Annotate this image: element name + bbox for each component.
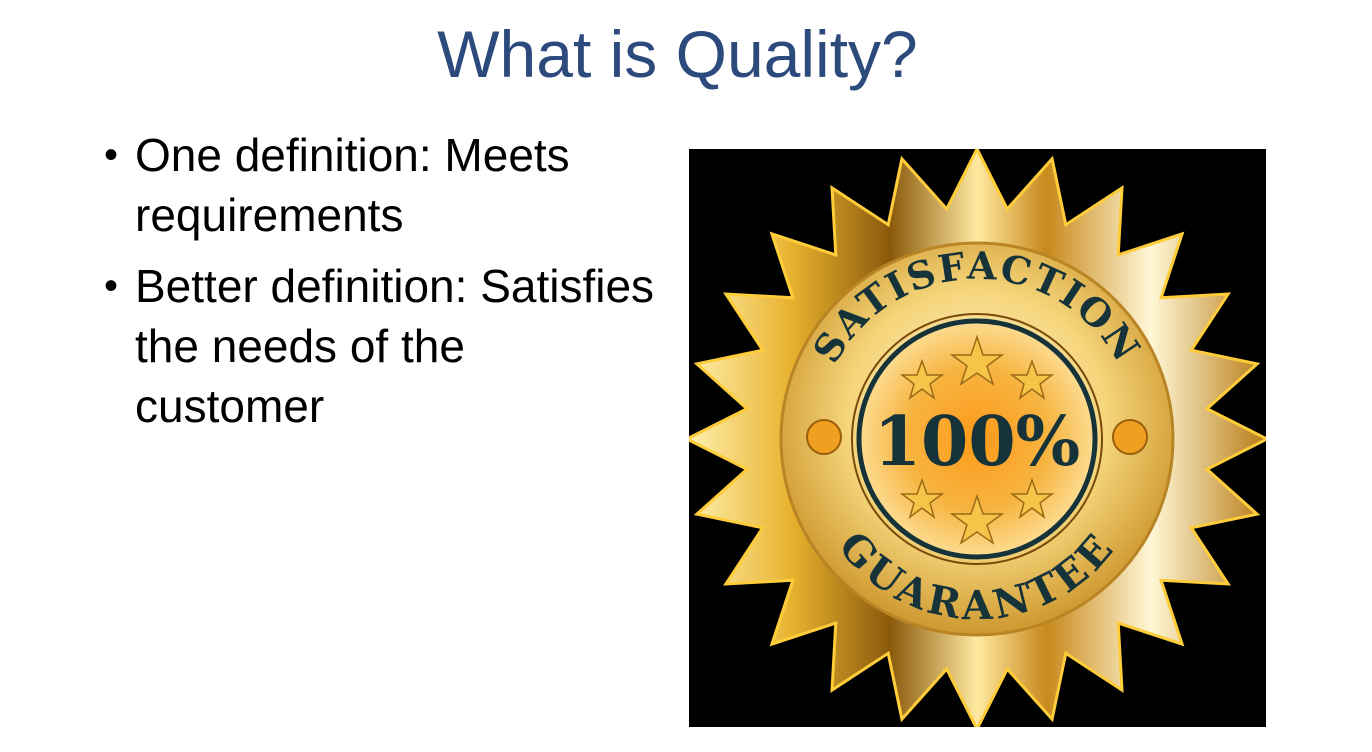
slide-title: What is Quality?	[437, 17, 918, 91]
bullet-list: • One definition: Meets requirements • B…	[100, 125, 660, 447]
seal-stars	[899, 334, 1055, 545]
bullet-item: • Better definition: Satisfies the needs…	[100, 256, 660, 436]
bullet-text: Better definition: Satisfies the needs o…	[135, 260, 655, 432]
seal-inner-ring	[851, 313, 1103, 565]
seal-center-text: 100%	[874, 402, 1081, 482]
satisfaction-guarantee-image: SATISFACTION 100% GUARANTEE	[689, 149, 1266, 727]
bullet-marker: •	[104, 264, 119, 308]
bullet-marker: •	[104, 133, 119, 177]
seal-left-dot	[806, 419, 842, 455]
seal-right-dot	[1112, 419, 1148, 455]
bullet-item: • One definition: Meets requirements	[100, 125, 660, 245]
bullet-text: One definition: Meets requirements	[135, 129, 570, 241]
satisfaction-guarantee-seal-icon: SATISFACTION 100% GUARANTEE	[689, 149, 1266, 727]
